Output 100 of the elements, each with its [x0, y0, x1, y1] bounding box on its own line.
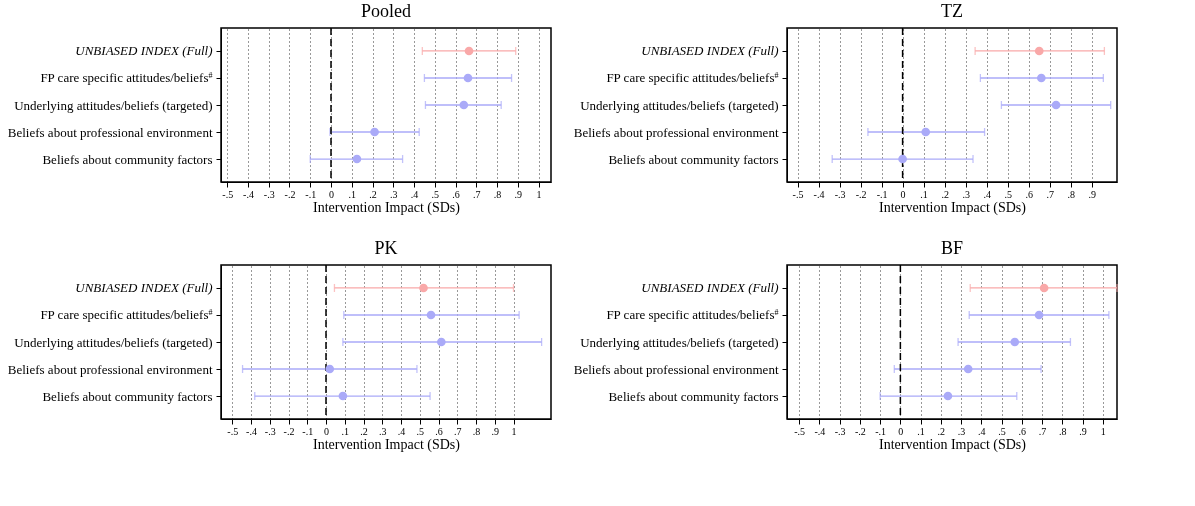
y-tick-label: FP care specific attitudes/beliefs$^{#}$	[40, 307, 213, 323]
x-axis-title: Intervention Impact (SDs)	[879, 199, 1027, 216]
y-tick-label: Beliefs about professional environment	[7, 124, 213, 140]
x-tick-label: 0	[898, 425, 904, 437]
x-tick-label: .6	[452, 188, 460, 200]
x-tick-label: -.5	[792, 188, 804, 200]
x-tick-label: .4	[983, 188, 991, 200]
x-tick-label: -.2	[854, 425, 866, 437]
point	[898, 154, 907, 164]
y-tick-label: Beliefs about professional environment	[573, 361, 779, 377]
x-tick-label: .4	[410, 188, 419, 200]
x-tick-label: .4	[397, 425, 406, 437]
x-tick-label: .5	[416, 425, 424, 437]
x-tick-label: -.4	[813, 188, 825, 200]
x-tick-label: .7	[473, 188, 481, 200]
x-tick-label: .2	[937, 425, 946, 437]
x-tick-label: -.1	[875, 425, 887, 437]
x-tick-label: -.3	[834, 425, 846, 437]
x-tick-label: .8	[1059, 425, 1067, 437]
point	[1039, 283, 1049, 293]
x-axis-title: Intervention Impact (SDs)	[879, 436, 1027, 453]
x-tick-label: .6	[1025, 188, 1033, 200]
x-tick-label: -.1	[302, 425, 314, 437]
x-tick-label: .7	[454, 425, 462, 437]
x-tick-label: -.4	[243, 188, 254, 200]
point	[370, 127, 379, 137]
point	[921, 127, 931, 137]
point	[459, 100, 469, 110]
point	[943, 391, 953, 401]
x-tick-label: .1	[341, 425, 349, 437]
x-tick-label: -.3	[263, 188, 275, 200]
x-tick-label: .7	[1046, 188, 1054, 200]
point	[419, 283, 428, 293]
x-tick-label: .9	[514, 188, 523, 200]
x-tick-label: .3	[957, 425, 966, 437]
y-tick-label: UNBIASED INDEX (Full)	[641, 43, 779, 59]
y-tick-label: Beliefs about professional environment	[7, 361, 213, 377]
x-tick-label: .2	[369, 188, 377, 200]
y-tick-label: Beliefs about community factors	[42, 151, 213, 167]
x-tick-label: .3	[390, 188, 398, 200]
point	[436, 337, 446, 347]
x-tick-label: .1	[348, 188, 356, 200]
x-tick-label: 0	[900, 188, 906, 200]
x-tick-label: 1	[536, 188, 542, 200]
x-tick-label: .8	[1067, 188, 1076, 200]
y-tick-label: Beliefs about community factors	[608, 151, 779, 167]
point	[963, 364, 973, 374]
x-tick-label: .5	[431, 188, 440, 200]
x-tick-label: -.5	[227, 425, 239, 437]
x-tick-label: -.2	[855, 188, 867, 200]
x-tick-label: .3	[962, 188, 970, 200]
y-tick-label: FP care specific attitudes/beliefs$^{#}$	[40, 70, 213, 86]
x-tick-label: .1	[920, 188, 928, 200]
x-tick-label: -.5	[794, 425, 806, 437]
point	[1034, 310, 1044, 320]
y-tick-label: UNBIASED INDEX (Full)	[75, 43, 213, 59]
y-tick-label: Beliefs about professional environment	[573, 124, 779, 140]
x-tick-label: -.1	[876, 188, 888, 200]
point	[338, 391, 348, 401]
point	[352, 154, 362, 164]
y-tick-label: Underlying attitudes/beliefs (targeted)	[14, 334, 213, 350]
y-tick-label: Underlying attitudes/beliefs (targeted)	[14, 97, 213, 113]
y-tick-label: UNBIASED INDEX (Full)	[75, 280, 213, 296]
x-tick-label: .9	[1079, 425, 1087, 437]
point	[1037, 73, 1046, 83]
x-tick-label: .8	[493, 188, 502, 200]
x-tick-label: 0	[329, 188, 334, 200]
x-tick-label: -.3	[264, 425, 276, 437]
chart-title: BF	[940, 238, 964, 259]
point	[1034, 46, 1044, 56]
y-tick-label: Underlying attitudes/beliefs (targeted)	[580, 334, 779, 350]
point	[1010, 337, 1020, 347]
chart-title: PK	[374, 238, 398, 259]
x-tick-label: 1	[511, 425, 517, 437]
x-tick-label: .5	[998, 425, 1006, 437]
y-tick-label: Beliefs about community factors	[42, 388, 213, 404]
x-tick-label: .1	[917, 425, 925, 437]
y-tick-label: Underlying attitudes/beliefs (targeted)	[580, 97, 779, 113]
x-tick-label: .5	[1004, 188, 1012, 200]
x-tick-label: -.2	[284, 188, 296, 200]
y-tick-label: FP care specific attitudes/beliefs$^{#}$	[606, 307, 779, 323]
x-tick-label: .8	[472, 425, 481, 437]
y-tick-label: UNBIASED INDEX (Full)	[641, 280, 779, 296]
x-tick-label: .9	[1088, 188, 1097, 200]
chart-title: TZ	[941, 1, 963, 22]
x-tick-label: .4	[978, 425, 986, 437]
x-tick-label: -.2	[283, 425, 295, 437]
x-tick-label: -.1	[305, 188, 317, 200]
x-tick-label: 1	[1100, 425, 1106, 437]
x-tick-label: .3	[379, 425, 387, 437]
chart-title: Pooled	[360, 1, 412, 22]
y-tick-label: FP care specific attitudes/beliefs$^{#}$	[606, 70, 779, 86]
x-tick-label: -.3	[834, 188, 846, 200]
y-tick-label: Beliefs about community factors	[608, 388, 779, 404]
x-tick-label: .2	[941, 188, 949, 200]
x-tick-label: .6	[1018, 425, 1027, 437]
point	[325, 364, 335, 374]
x-tick-label: -.5	[222, 188, 234, 200]
x-tick-label: .6	[435, 425, 443, 437]
x-tick-label: 0	[324, 425, 329, 437]
